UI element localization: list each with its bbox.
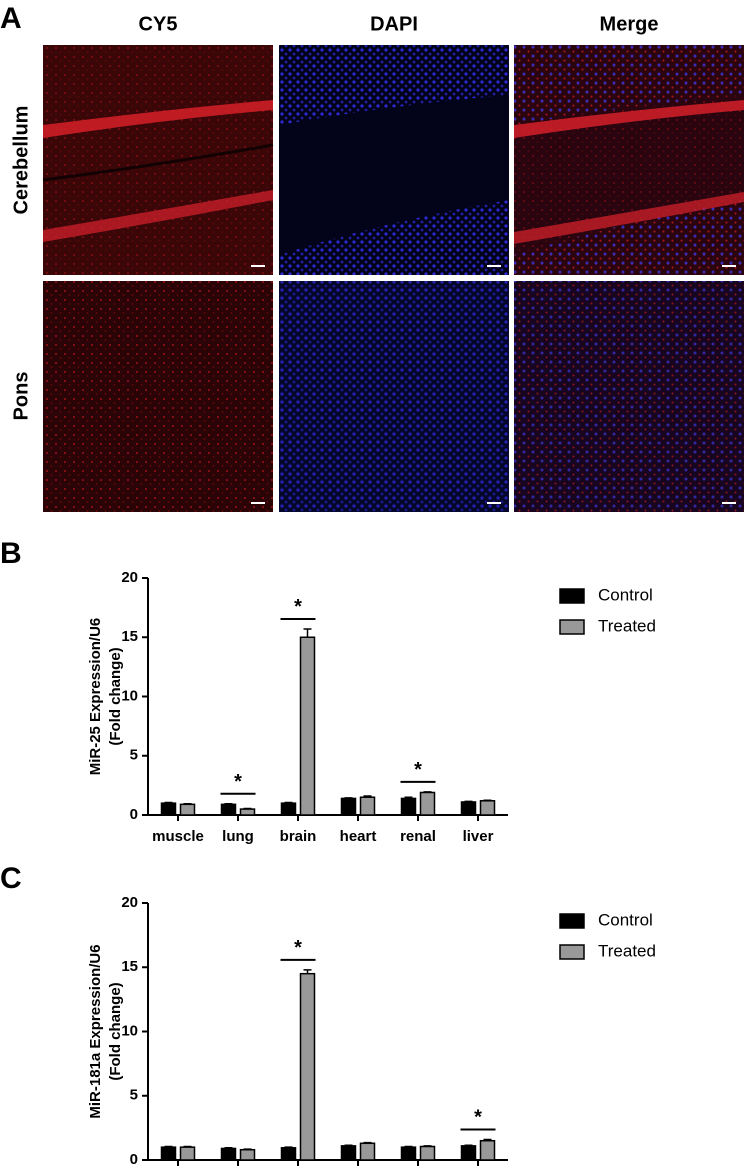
error-bar — [483, 799, 492, 801]
bar — [160, 802, 177, 816]
error-bar — [483, 1138, 492, 1141]
error-bar — [303, 969, 312, 974]
bar — [359, 796, 376, 816]
error-bar — [404, 796, 413, 799]
bar — [400, 797, 417, 816]
significance-mark: * — [414, 759, 422, 781]
bar — [400, 1146, 417, 1161]
bar — [220, 803, 237, 816]
y-tick-label: 0 — [130, 1151, 138, 1168]
significance-mark: * — [234, 771, 242, 793]
y-axis-label: (Fold change) — [107, 647, 124, 745]
micrograph — [42, 45, 274, 275]
error-bar — [404, 1145, 413, 1148]
error-bar — [363, 795, 372, 798]
x-tick-label: lung — [222, 828, 254, 845]
micrograph — [43, 281, 273, 512]
legend-label: Treated — [598, 616, 656, 635]
legend-swatch — [559, 588, 585, 604]
error-bar — [164, 1145, 173, 1148]
x-tick-label: liver — [463, 828, 494, 845]
error-bar — [464, 800, 473, 803]
error-bar — [303, 628, 312, 638]
y-tick-label: 20 — [121, 894, 138, 911]
error-bar — [164, 801, 173, 804]
x-tick-label: heart — [340, 828, 377, 845]
bar — [340, 797, 357, 816]
bar — [479, 800, 496, 816]
y-tick-label: 5 — [130, 1087, 138, 1104]
error-bar — [344, 797, 353, 799]
y-tick-label: 5 — [130, 747, 138, 764]
bar — [460, 1145, 477, 1161]
legend-label: Treated — [598, 941, 656, 960]
bar — [239, 1148, 256, 1161]
error-bar — [183, 1145, 192, 1148]
y-tick-label: 15 — [121, 958, 138, 975]
error-bar — [224, 1147, 233, 1149]
legend-label: Control — [598, 585, 653, 604]
error-bar — [183, 802, 192, 805]
error-bar — [363, 1141, 372, 1144]
panel-label: C — [0, 862, 22, 895]
error-bar — [243, 807, 252, 810]
error-bar — [284, 801, 293, 804]
error-bar — [243, 1148, 252, 1150]
legend-swatch — [559, 944, 585, 960]
bar — [280, 1147, 297, 1161]
row-header: Cerebellum — [10, 106, 32, 215]
y-tick-label: 15 — [121, 628, 138, 645]
micrograph — [514, 45, 744, 275]
y-tick-label: 10 — [121, 687, 138, 704]
bar — [419, 791, 436, 816]
panel-label: B — [0, 537, 22, 570]
bar — [299, 636, 316, 816]
column-header: Merge — [600, 13, 659, 35]
row-header: Pons — [10, 372, 32, 421]
bar — [419, 1145, 436, 1161]
y-axis-label: MiR-181a Expression/U6 — [87, 944, 104, 1118]
legend-label: Control — [598, 910, 653, 929]
y-axis-label: MiR-25 Expression/U6 — [87, 618, 104, 776]
error-bar — [224, 802, 233, 805]
bar — [479, 1139, 496, 1161]
column-header: DAPI — [370, 13, 418, 35]
error-bar — [464, 1144, 473, 1146]
x-tick-label: muscle — [152, 828, 204, 845]
x-tick-label: brain — [280, 828, 317, 845]
bar — [179, 1146, 196, 1161]
y-tick-label: 0 — [130, 806, 138, 823]
micrograph — [279, 45, 509, 275]
bar — [340, 1145, 357, 1161]
bar — [299, 972, 316, 1161]
micrograph-grid — [42, 45, 744, 512]
error-bar — [423, 791, 432, 793]
bar — [460, 801, 477, 816]
error-bar — [284, 1146, 293, 1148]
micrograph — [514, 281, 744, 512]
y-tick-label: 10 — [121, 1022, 138, 1039]
legend-swatch — [559, 619, 585, 635]
y-axis-label: (Fold change) — [107, 982, 124, 1080]
significance-mark: * — [474, 1107, 482, 1129]
bar — [220, 1147, 237, 1161]
error-bar — [344, 1144, 353, 1146]
bar — [239, 808, 256, 816]
significance-mark: * — [294, 937, 302, 959]
bar — [359, 1142, 376, 1161]
column-header: CY5 — [139, 13, 178, 35]
y-tick-label: 20 — [121, 569, 138, 586]
legend-swatch — [559, 913, 585, 929]
bar — [160, 1146, 177, 1161]
error-bar — [423, 1145, 432, 1147]
micrograph — [279, 281, 509, 512]
x-tick-label: renal — [400, 828, 436, 845]
significance-mark: * — [294, 596, 302, 618]
bar — [179, 803, 196, 816]
bar — [280, 802, 297, 816]
panel-label: A — [0, 2, 22, 35]
